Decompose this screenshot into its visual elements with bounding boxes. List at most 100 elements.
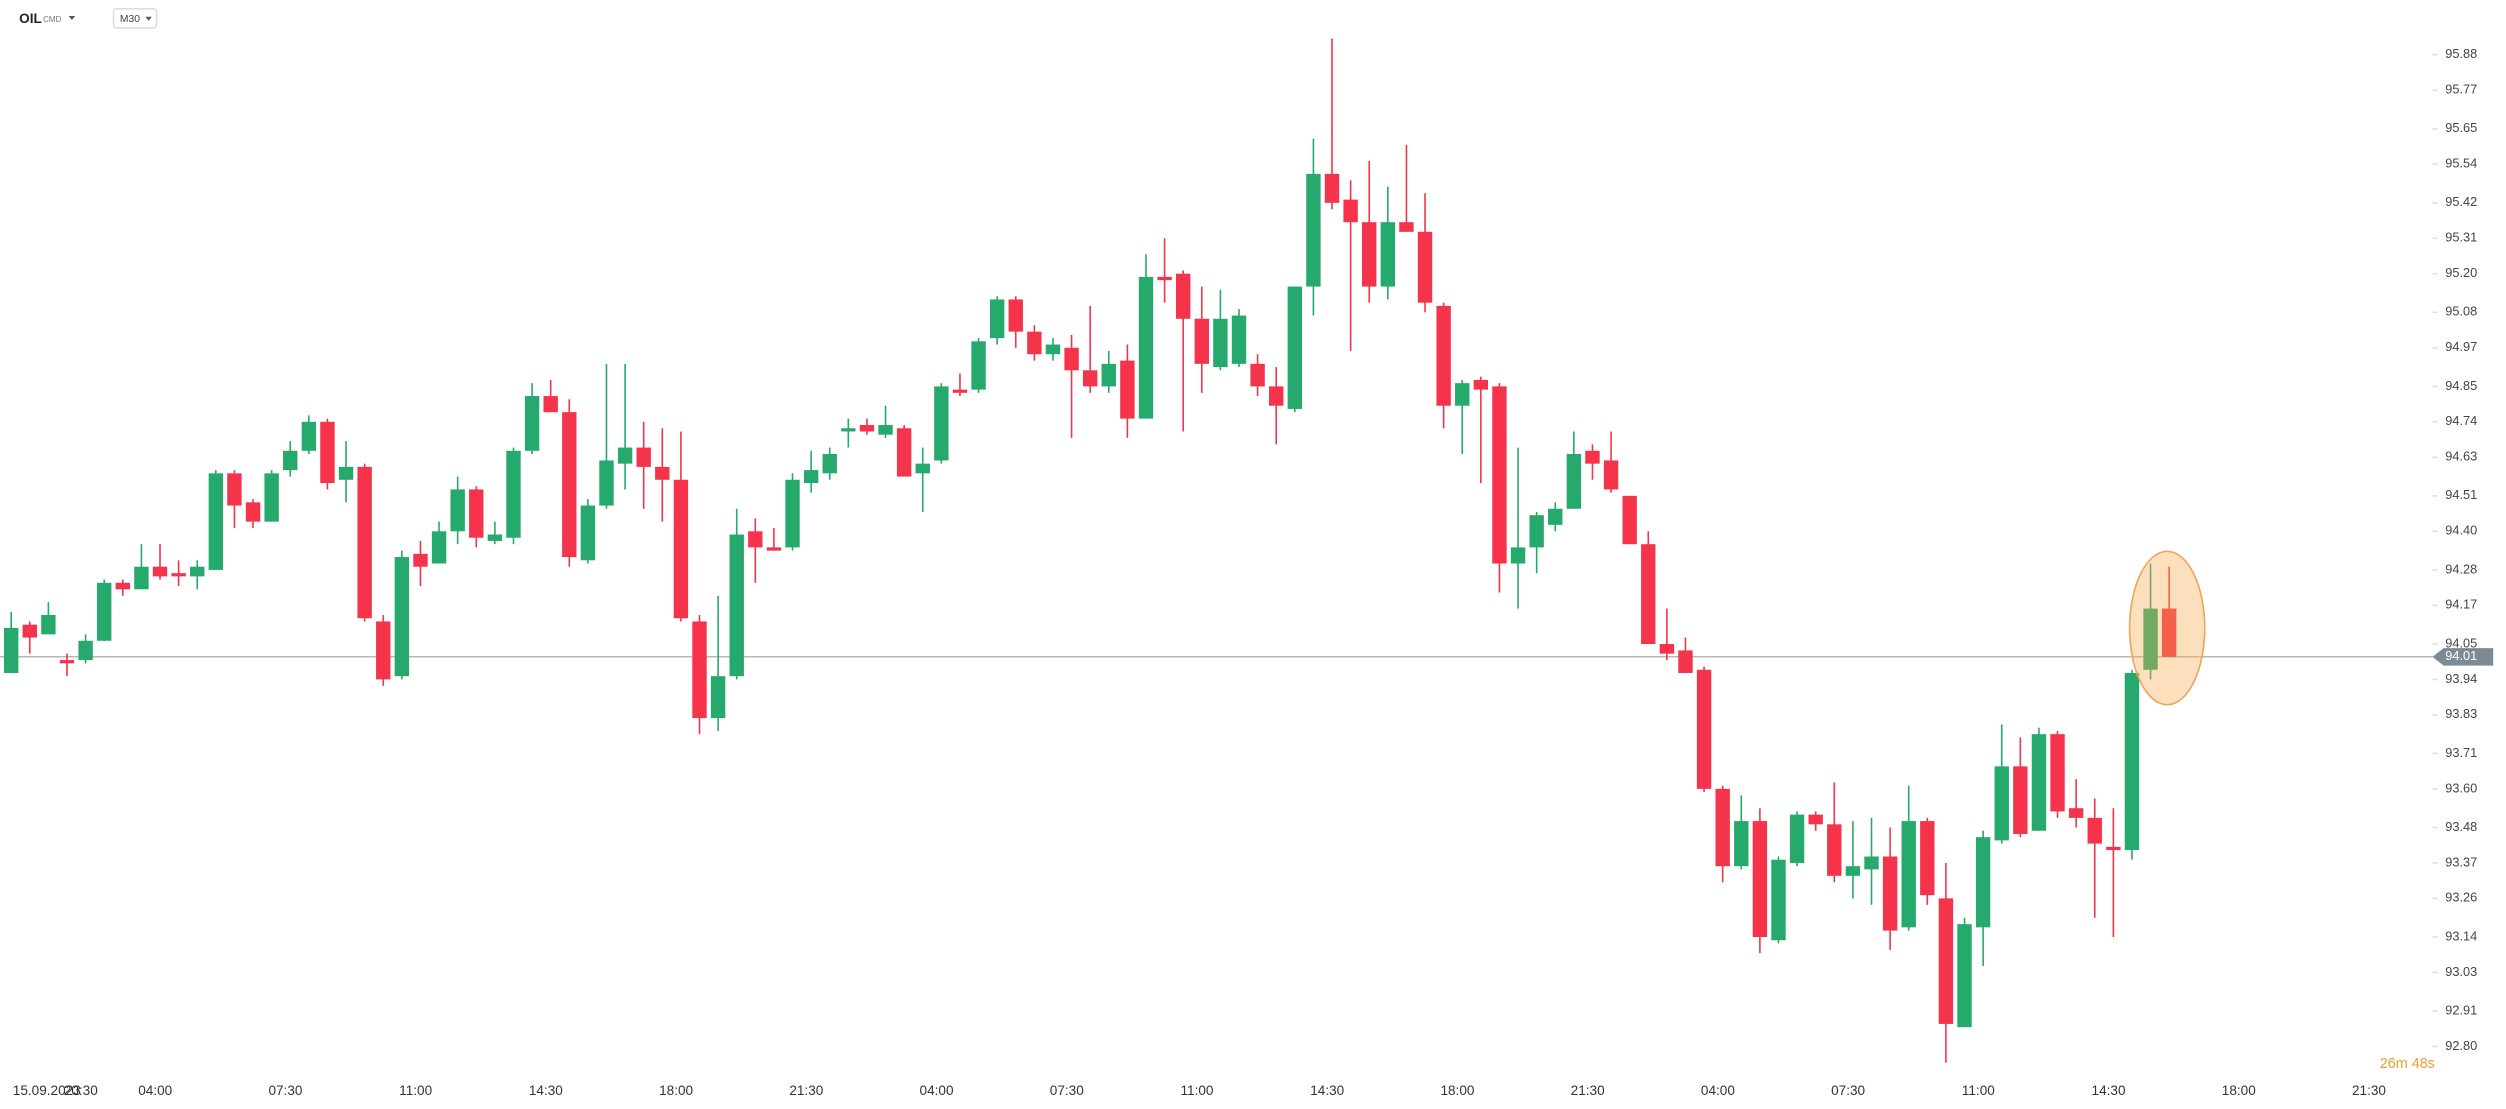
timeframe-button[interactable] — [112, 7, 158, 29]
x-tick-label: 04:00 — [1701, 1083, 1735, 1098]
candle-body — [376, 621, 391, 680]
candle-body — [655, 466, 670, 480]
candle-body — [1548, 508, 1563, 525]
candle-body — [1696, 669, 1712, 789]
candle-body — [1659, 643, 1675, 654]
candle-body — [3, 627, 19, 673]
x-tick-label: 14:30 — [1310, 1083, 1344, 1098]
candle-body — [617, 447, 633, 464]
candle-body — [1213, 318, 1228, 368]
y-tick-label: 94.40 — [2445, 523, 2477, 538]
market: CMD — [43, 15, 61, 24]
y-tick-label: 93.71 — [2445, 745, 2477, 760]
candle-body — [78, 640, 93, 661]
candle-body — [1789, 814, 1805, 863]
candle-body — [971, 341, 986, 390]
candle-body — [748, 531, 763, 548]
y-tick-label: 93.26 — [2445, 890, 2477, 905]
candle-body — [1752, 821, 1768, 938]
candle-body — [413, 553, 428, 567]
candle-body — [1324, 173, 1340, 203]
candle-body — [2031, 734, 2047, 831]
candle-body — [1436, 305, 1451, 406]
candle-body — [1306, 173, 1321, 287]
y-tick-label: 93.03 — [2445, 964, 2477, 979]
candle-body — [1734, 821, 1749, 867]
candle-body — [1231, 315, 1247, 364]
x-tick-label: 18:00 — [659, 1083, 693, 1098]
candle-body — [1157, 276, 1172, 281]
y-tick-label: 92.80 — [2445, 1038, 2477, 1053]
candle-body — [636, 447, 651, 467]
y-tick-label: 95.77 — [2445, 82, 2477, 97]
candle-body — [450, 489, 465, 532]
candle-body — [1920, 821, 1935, 896]
candle-body — [1864, 856, 1879, 870]
candle-body — [1715, 788, 1730, 867]
candle-body — [1138, 276, 1154, 419]
candle-body — [1064, 347, 1079, 371]
y-tick-label: 95.88 — [2445, 46, 2477, 61]
candle-body — [1938, 898, 1954, 1024]
x-tick-label: 07:30 — [1050, 1083, 1084, 1098]
candle-body — [134, 566, 149, 590]
candle-body — [394, 557, 410, 677]
candle-body — [1808, 814, 1823, 825]
candle-body — [1287, 286, 1303, 409]
candle-body — [729, 534, 744, 677]
x-tick-label: 21:30 — [2352, 1083, 2386, 1098]
candle-body — [431, 531, 447, 564]
candle-body — [1641, 544, 1656, 644]
candle-body — [1399, 222, 1414, 232]
symbol[interactable]: OIL — [19, 11, 42, 26]
x-tick-label: 07:30 — [1831, 1083, 1865, 1098]
y-tick-label: 93.14 — [2445, 928, 2477, 943]
candle-body — [301, 421, 317, 451]
x-tick-label: 07:30 — [268, 1083, 302, 1098]
candle-body — [1027, 331, 1042, 355]
candles — [3, 38, 2177, 1063]
timeframe-dropdown[interactable] — [145, 16, 152, 21]
candle-body — [1101, 363, 1116, 387]
candle-body — [1008, 299, 1023, 332]
x-tick-label: 04:00 — [138, 1083, 172, 1098]
candle-body — [1603, 460, 1619, 490]
candle-body — [2124, 672, 2140, 851]
candle-body — [1082, 370, 1098, 387]
candle-body — [543, 396, 558, 413]
candle-body — [524, 396, 540, 451]
x-tick-label: 14:30 — [529, 1083, 563, 1098]
candle-body — [1194, 318, 1209, 364]
y-tick-label: 93.94 — [2445, 671, 2477, 686]
candle-body — [1045, 344, 1061, 355]
x-tick-label: 11:00 — [1962, 1083, 1995, 1098]
y-tick-label: 94.17 — [2445, 597, 2477, 612]
y-tick-label: 95.42 — [2445, 194, 2477, 209]
candle-body — [1622, 495, 1637, 545]
candle-body — [245, 502, 261, 522]
candle-body — [1678, 650, 1693, 673]
candle-body — [766, 547, 782, 551]
candle-body — [1845, 866, 1861, 876]
candle-body — [896, 428, 912, 477]
candle-body — [1882, 856, 1898, 931]
candle-body — [283, 450, 298, 471]
candle-body — [859, 425, 875, 432]
y-tick-label: 93.48 — [2445, 819, 2477, 834]
candle-body — [320, 421, 335, 483]
candle-body — [22, 624, 37, 638]
symbol-dropdown[interactable] — [68, 15, 76, 20]
candle-body — [115, 582, 130, 590]
y-tick-label: 94.97 — [2445, 339, 2477, 354]
y-tick-label: 93.37 — [2445, 854, 2477, 869]
candle-body — [1566, 454, 1582, 509]
candle-body — [673, 479, 689, 619]
candle-body — [785, 479, 800, 548]
candle-body — [878, 425, 893, 435]
candle-body — [1250, 363, 1265, 387]
candle-body — [1901, 821, 1916, 928]
highlight — [2128, 550, 2206, 706]
candle-body — [59, 660, 75, 664]
